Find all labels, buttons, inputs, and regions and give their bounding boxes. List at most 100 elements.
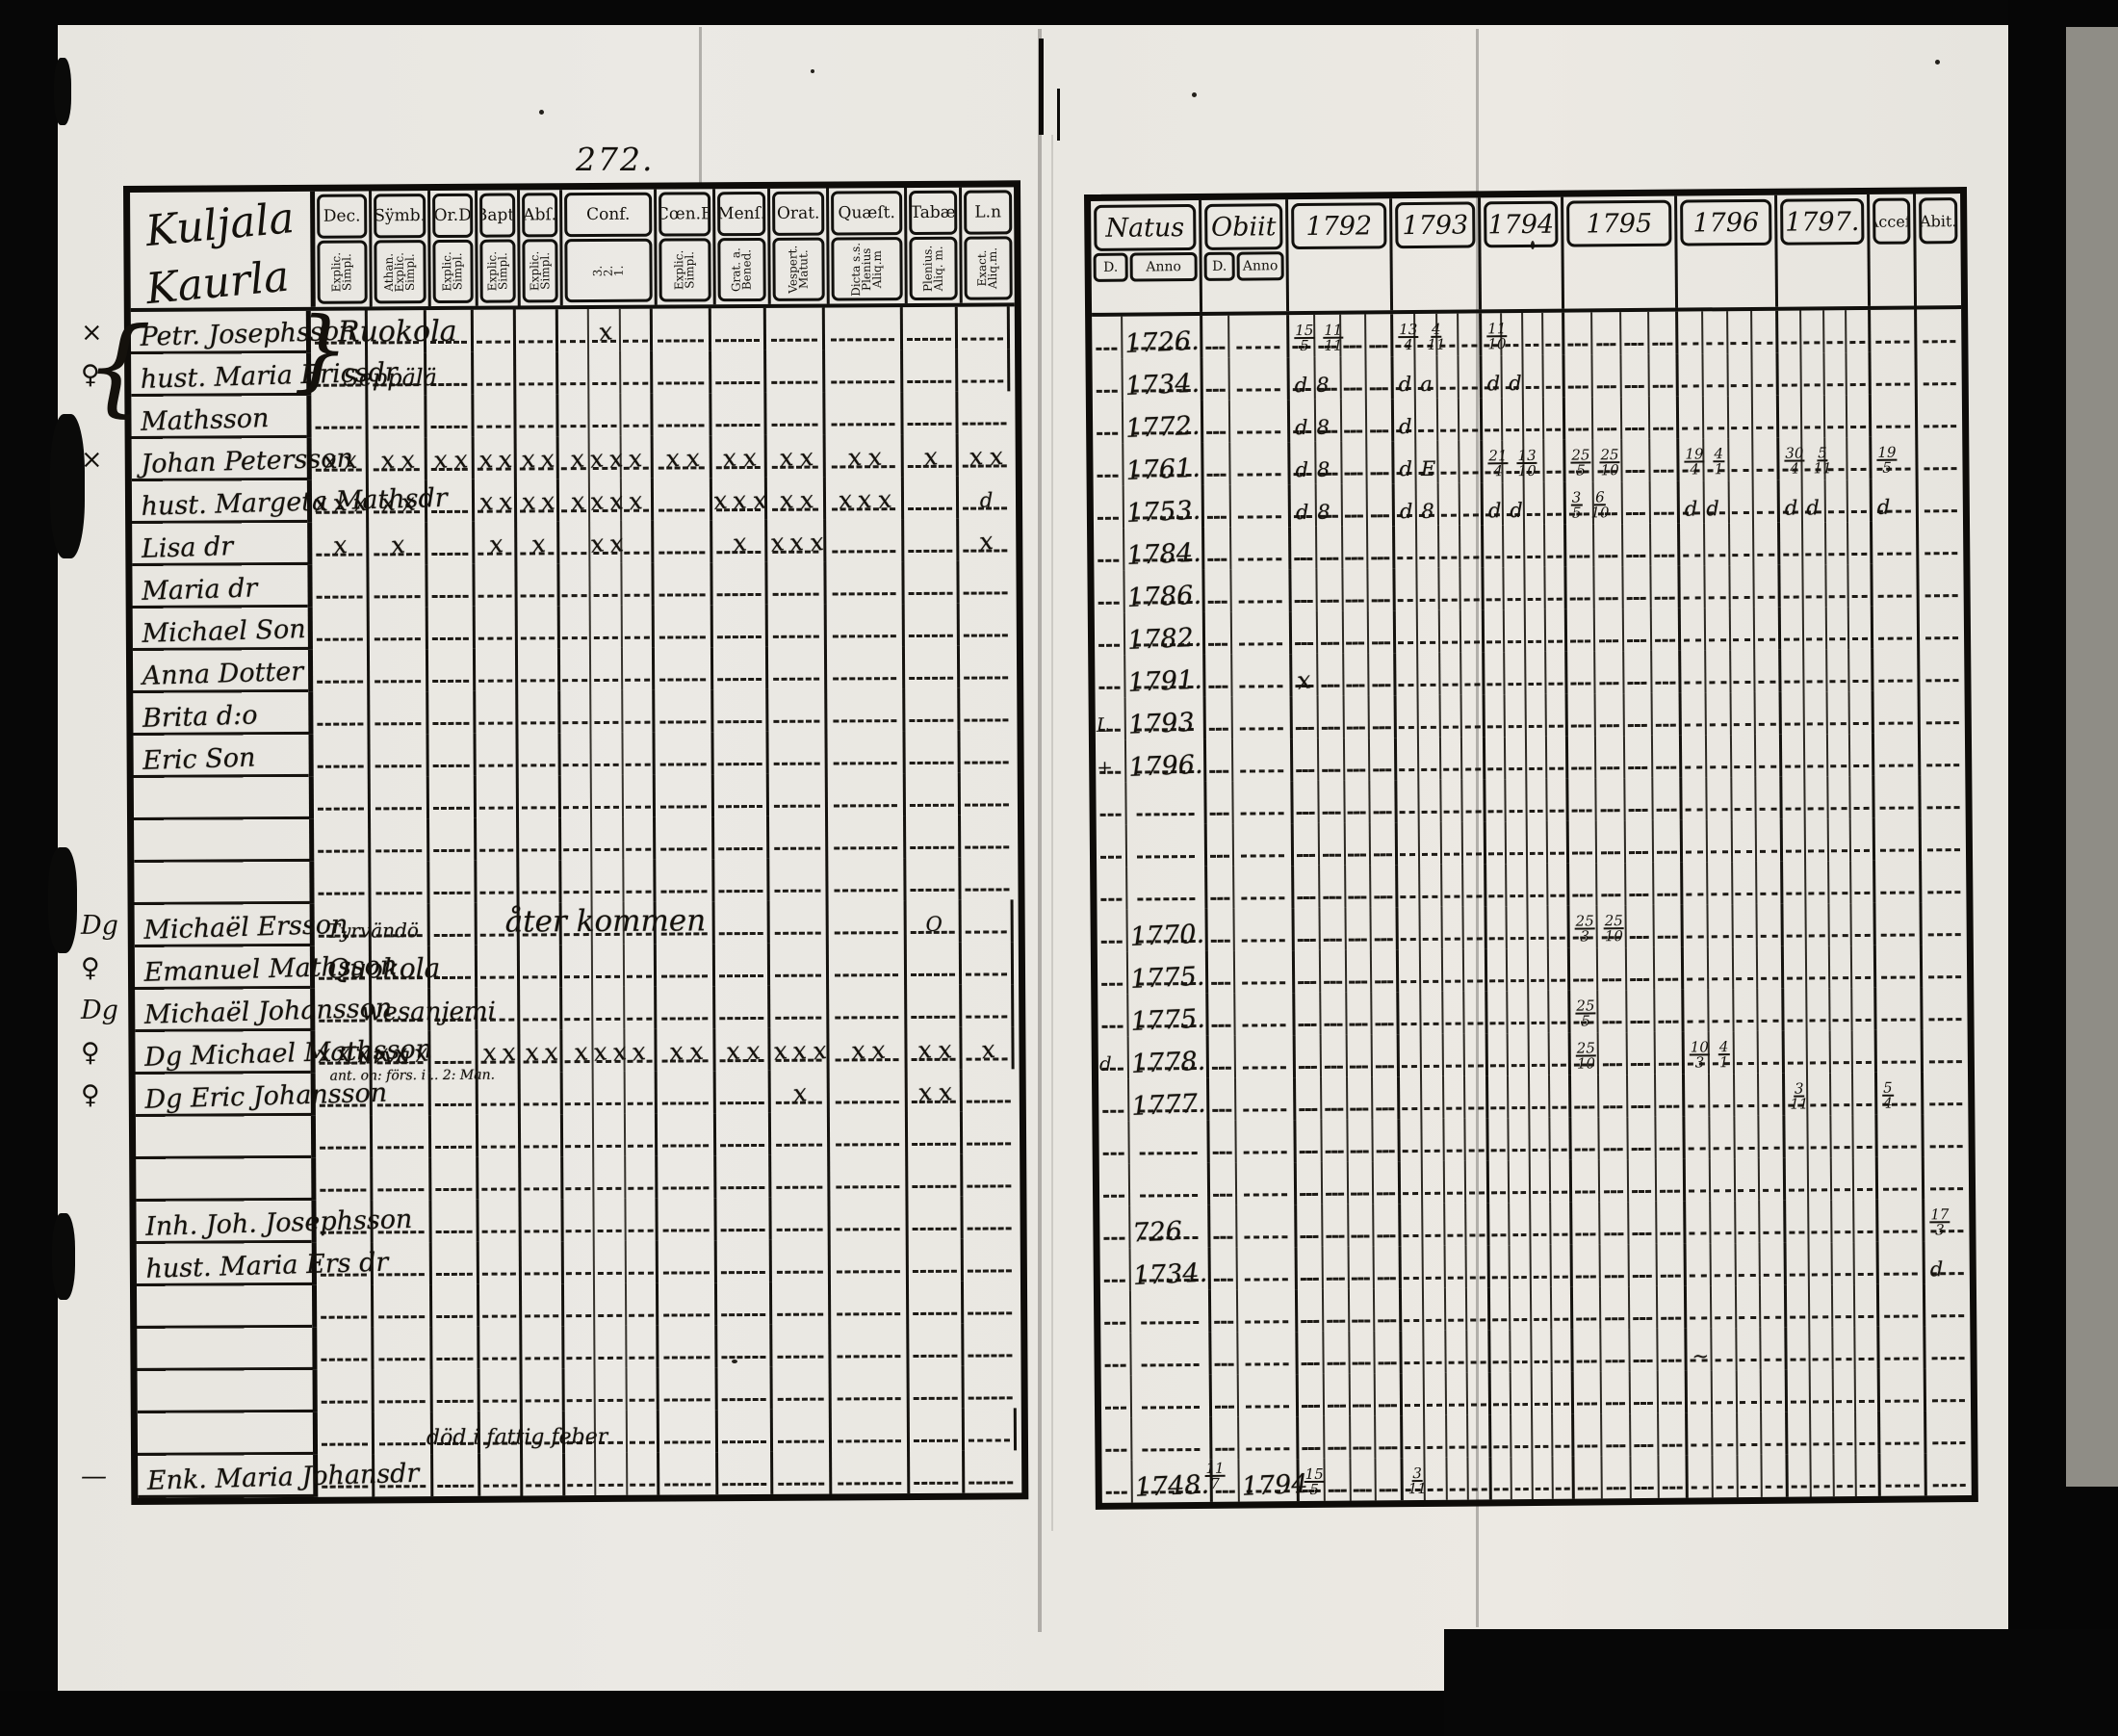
year-subcell bbox=[1316, 738, 1343, 781]
table-row: Johan Petersson x x x x x x x x x x x x x x x x x x x x x x x x x bbox=[131, 433, 1016, 481]
record-cell bbox=[1397, 779, 1486, 823]
dash-line bbox=[718, 889, 763, 894]
year-subcell bbox=[1590, 354, 1620, 398]
dash-line bbox=[715, 338, 760, 343]
year-subcell bbox=[1625, 1074, 1655, 1118]
table-row: 1786. bbox=[1094, 563, 1963, 613]
dash-line bbox=[1761, 976, 1779, 980]
dash-line bbox=[1424, 1149, 1440, 1153]
year-subcell bbox=[1521, 397, 1542, 441]
rotated-sublabel: Exact. Aliq.m. bbox=[975, 246, 1000, 290]
dash-line bbox=[1658, 1020, 1679, 1023]
dash-line bbox=[1300, 1234, 1319, 1239]
year-subcell bbox=[1508, 1245, 1530, 1288]
dash-line bbox=[1423, 1022, 1439, 1025]
dash-line bbox=[967, 1227, 1012, 1231]
record-cell bbox=[1573, 1370, 1689, 1414]
dash-line bbox=[1928, 1102, 1963, 1106]
dash-line bbox=[1461, 344, 1477, 348]
grade-cell bbox=[657, 986, 716, 1029]
anno-subcell bbox=[1228, 442, 1288, 485]
dash-line bbox=[481, 1145, 515, 1149]
grade-cell bbox=[961, 942, 1015, 985]
year-subcell bbox=[1646, 311, 1676, 354]
record-cell bbox=[1291, 526, 1396, 570]
day-subcell bbox=[1202, 358, 1227, 401]
dash-line bbox=[1401, 938, 1417, 942]
dash-line bbox=[1568, 470, 1589, 474]
grade-subcell bbox=[958, 349, 1007, 391]
grade-subcell bbox=[558, 309, 588, 351]
dash-line bbox=[522, 806, 555, 810]
grade-cell bbox=[961, 815, 1013, 857]
year-subcell bbox=[1687, 1328, 1710, 1370]
grade-cell bbox=[518, 733, 561, 776]
dash-line bbox=[1491, 1191, 1507, 1195]
dash-line bbox=[1806, 637, 1822, 641]
grade-subcell bbox=[962, 1026, 1011, 1069]
record-cell bbox=[1208, 1035, 1297, 1078]
dash-line bbox=[1689, 1231, 1707, 1235]
year-subcell bbox=[1373, 1288, 1400, 1332]
ink-speck bbox=[811, 69, 814, 73]
record-cell bbox=[1871, 309, 1918, 352]
grade-subcell bbox=[962, 942, 1011, 984]
record-cell: 1794 bbox=[1212, 1459, 1308, 1502]
name-cell: Dg Michael Mathsson bbox=[135, 1030, 432, 1075]
year-subcell bbox=[1542, 524, 1564, 567]
natus-year: 1770. bbox=[1129, 919, 1205, 952]
grade-subcell bbox=[825, 350, 900, 392]
dash-line bbox=[1602, 1021, 1622, 1024]
place-note: Quokola bbox=[326, 952, 441, 985]
year-subcell bbox=[1846, 436, 1870, 480]
year-subcell bbox=[1437, 609, 1460, 653]
sub-header bbox=[1871, 246, 1915, 305]
year-subcell bbox=[1731, 988, 1757, 1032]
record-cell bbox=[1205, 738, 1294, 782]
dash-line bbox=[771, 550, 819, 554]
village-name: Kuljala bbox=[143, 194, 297, 257]
year-subcell bbox=[1371, 1119, 1398, 1162]
margin-mark: ♀ bbox=[81, 953, 100, 983]
grade-subcell bbox=[718, 1367, 770, 1410]
dash-line bbox=[715, 423, 761, 428]
dash-line bbox=[378, 1442, 426, 1446]
dash-line bbox=[1533, 1317, 1548, 1321]
dash-line bbox=[1712, 1104, 1730, 1108]
day-subcell bbox=[1212, 1417, 1237, 1460]
record-cell bbox=[1681, 649, 1782, 693]
record-cell bbox=[1292, 738, 1398, 782]
grade-cell bbox=[907, 1111, 964, 1155]
ink-speck bbox=[732, 1360, 737, 1363]
year-subcell bbox=[1732, 1030, 1758, 1075]
grade-cell bbox=[712, 561, 768, 606]
dash-line bbox=[1240, 769, 1284, 773]
record-cell bbox=[1395, 525, 1485, 569]
year-subcell bbox=[1705, 819, 1731, 863]
dash-line bbox=[1685, 808, 1703, 812]
year-subcell bbox=[1873, 479, 1916, 521]
dash-line bbox=[1405, 1361, 1420, 1365]
grade-cell bbox=[714, 858, 770, 902]
grade-cell bbox=[827, 731, 906, 774]
record-cell bbox=[1210, 1205, 1298, 1248]
day-subcell bbox=[1204, 570, 1229, 612]
dash-line bbox=[1535, 1444, 1549, 1448]
year-subcell bbox=[1444, 1457, 1468, 1500]
year-subcell bbox=[1434, 313, 1458, 356]
dash-line bbox=[1466, 979, 1483, 983]
year-subcell bbox=[1297, 1162, 1321, 1205]
table-row bbox=[1099, 1283, 1970, 1334]
dash-line bbox=[1426, 1318, 1442, 1322]
record-cell bbox=[1873, 648, 1921, 691]
dash-line bbox=[1403, 1150, 1418, 1153]
year-subcell bbox=[1292, 611, 1316, 654]
dash-line bbox=[1655, 638, 1675, 642]
dash-line bbox=[1790, 1358, 1806, 1361]
record-cell bbox=[1879, 1326, 1926, 1369]
grade-subcell bbox=[959, 433, 1011, 476]
year-subcell bbox=[1652, 989, 1682, 1032]
year-subcell bbox=[1753, 691, 1779, 735]
